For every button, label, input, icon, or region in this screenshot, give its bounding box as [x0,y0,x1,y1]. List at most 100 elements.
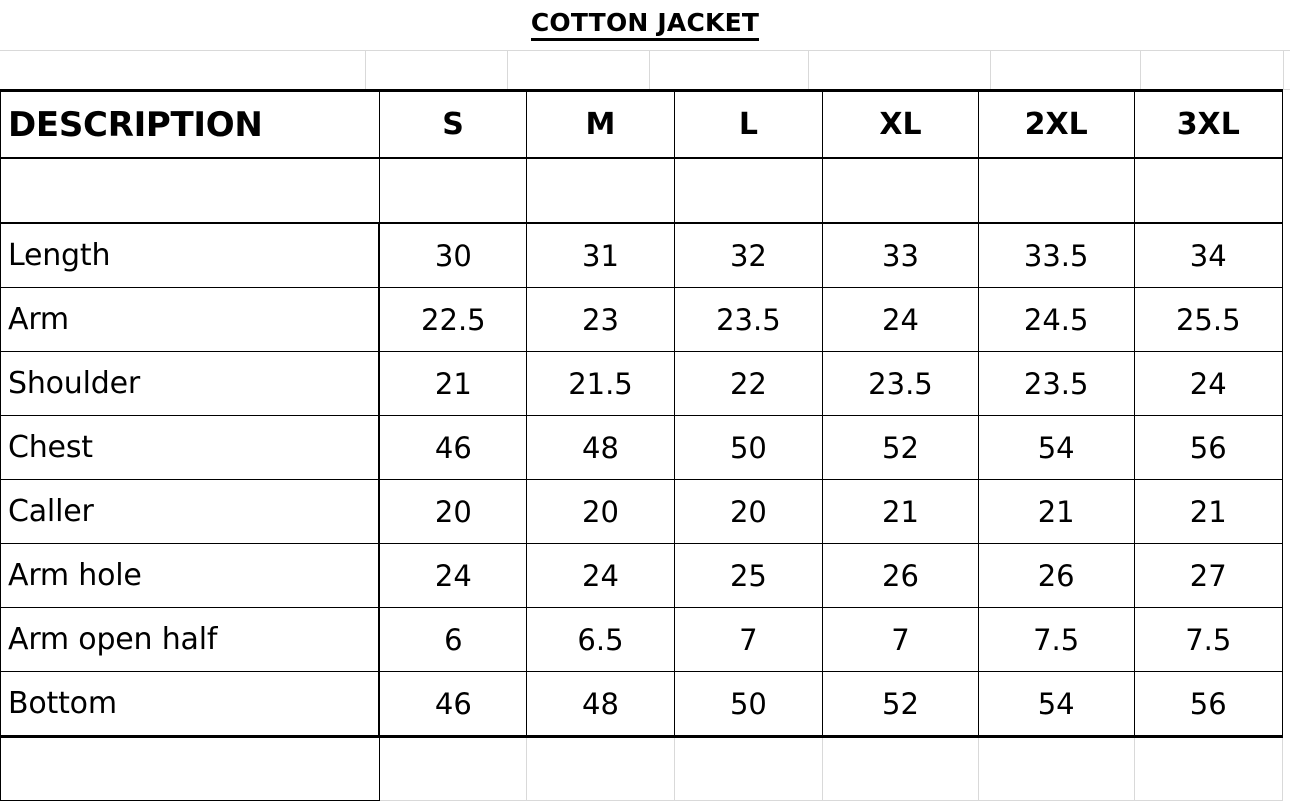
row-label: Shoulder [0,351,381,416]
cell-value: 21 [378,351,528,416]
table-row: Shoulder 21 21.5 22 23.5 23.5 24 [0,351,1284,416]
cell-value: 6 [378,607,528,672]
column-header-xl: XL [822,89,979,159]
cell-value: 48 [526,415,675,480]
table-trailing-empty-row [0,736,1284,801]
gridline-vertical [808,50,809,90]
cell-value: 52 [822,671,979,738]
cell-value: 20 [526,479,675,544]
spacer-cell [378,157,528,224]
cell-value: 23.5 [822,351,979,416]
table-row: Arm hole 24 24 25 26 26 27 [0,543,1284,608]
row-label: Bottom [0,671,381,738]
cell-value: 50 [673,671,824,738]
cell-value: 34 [1133,222,1284,288]
table-spacer-row [0,157,1284,224]
gridline-horizontal [0,50,1290,51]
row-label: Length [0,222,381,288]
cell-value: 50 [673,415,824,480]
cell-value: 23 [526,287,675,352]
gridline-vertical [365,50,366,90]
cell-value: 21 [1133,479,1284,544]
spacer-cell [673,157,824,224]
cell-value: 27 [1133,543,1284,608]
cell-value: 56 [1133,671,1284,738]
table-row: Bottom 46 48 50 52 54 56 [0,671,1284,738]
gridline-vertical [1140,50,1141,90]
cell-value: 26 [977,543,1135,608]
cell-value: 54 [977,415,1135,480]
cell-value: 20 [673,479,824,544]
cell-value: 46 [378,671,528,738]
column-header-3xl: 3XL [1133,89,1284,159]
cell-value: 6.5 [526,607,675,672]
row-label: Arm hole [0,543,381,608]
spacer-cell [822,157,979,224]
cell-value: 33 [822,222,979,288]
spacer-cell [0,157,380,224]
column-header-description: DESCRIPTION [0,89,380,159]
spacer-cell [526,157,675,224]
spacer-cell [977,157,1135,224]
cell-value: 25.5 [1133,287,1284,352]
gridline-vertical [990,50,991,90]
table-row: Caller 20 20 20 21 21 21 [0,479,1284,544]
cell-value: 7.5 [1133,607,1284,672]
row-label: Chest [0,415,381,480]
cell-value: 21.5 [526,351,675,416]
cell-value: 48 [526,671,675,738]
page-title: COTTON JACKET [530,10,760,41]
spacer-cell [1133,736,1284,801]
cell-value: 54 [977,671,1135,738]
cell-value: 22 [673,351,824,416]
cell-value: 33.5 [977,222,1135,288]
column-header-m: M [526,89,675,159]
size-chart-table: DESCRIPTION S M L XL 2XL 3XL Length 30 [0,89,1284,801]
cell-value: 30 [378,222,528,288]
cell-value: 46 [378,415,528,480]
spacer-cell [1133,157,1284,224]
cell-value: 24 [378,543,528,608]
table-row: Arm open half 6 6.5 7 7 7.5 7.5 [0,607,1284,672]
column-header-2xl: 2XL [977,89,1135,159]
table-row: Length 30 31 32 33 33.5 34 [0,222,1284,288]
cell-value: 22.5 [378,287,528,352]
gridline-horizontal [0,89,1290,90]
cell-value: 24 [526,543,675,608]
cell-value: 52 [822,415,979,480]
table-row: Arm 22.5 23 23.5 24 24.5 25.5 [0,287,1284,352]
cell-value: 26 [822,543,979,608]
gridline-vertical [649,50,650,90]
gridline-vertical [507,50,508,90]
row-label: Arm open half [0,607,381,672]
column-header-l: L [673,89,824,159]
cell-value: 31 [526,222,675,288]
cell-value: 24 [1133,351,1284,416]
background-gridlines [0,50,1290,90]
cell-value: 7.5 [977,607,1135,672]
spacer-cell [526,736,675,801]
table-row: Chest 46 48 50 52 54 56 [0,415,1284,480]
cell-value: 7 [673,607,824,672]
cell-value: 21 [822,479,979,544]
spacer-cell [0,736,380,801]
column-header-s: S [378,89,528,159]
row-label: Caller [0,479,381,544]
title-band: COTTON JACKET [0,0,1290,50]
cell-value: 56 [1133,415,1284,480]
cell-value: 25 [673,543,824,608]
table-header-row: DESCRIPTION S M L XL 2XL 3XL [0,89,1284,159]
spacer-cell [822,736,979,801]
cell-value: 21 [977,479,1135,544]
row-label: Arm [0,287,381,352]
cell-value: 24 [822,287,979,352]
spacer-cell [673,736,824,801]
cell-value: 23.5 [673,287,824,352]
cell-value: 23.5 [977,351,1135,416]
gridline-vertical [1283,50,1284,90]
spacer-cell [977,736,1135,801]
cell-value: 24.5 [977,287,1135,352]
cell-value: 20 [378,479,528,544]
cell-value: 7 [822,607,979,672]
